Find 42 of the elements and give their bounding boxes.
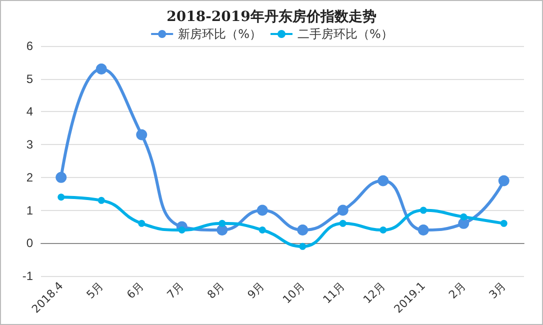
point: [500, 220, 508, 227]
y-tick-label: 2: [26, 170, 34, 184]
y-tick-label: 1: [26, 203, 34, 218]
x-tick-label: 8月: [204, 279, 227, 302]
point: [136, 129, 148, 140]
point: [98, 196, 105, 204]
point: [378, 175, 389, 186]
point: [178, 226, 186, 234]
x-tick-label: 2月: [446, 279, 468, 302]
point: [380, 226, 387, 234]
y-tick-label: 6: [26, 39, 34, 53]
y-tick-label: 4: [26, 104, 34, 119]
x-tick-label: 6月: [124, 279, 146, 302]
x-tick-label: 7月: [164, 279, 186, 302]
y-tick-label: 3: [26, 138, 34, 152]
point: [299, 242, 306, 250]
point: [297, 224, 308, 236]
point: [218, 220, 226, 227]
point: [58, 194, 65, 201]
legend-label: 新房环比（%）: [178, 27, 262, 41]
point: [339, 220, 346, 227]
point: [498, 175, 510, 186]
x-tick-label: 5月: [84, 279, 106, 302]
point: [418, 224, 429, 236]
point: [420, 206, 427, 214]
point: [256, 204, 268, 216]
y-tick-label: -1: [22, 269, 34, 283]
point: [337, 204, 348, 216]
point: [56, 172, 67, 183]
x-tick-label: 12月: [360, 279, 388, 306]
x-tick-label: 9月: [245, 279, 267, 302]
y-tick-label: 5: [26, 72, 34, 86]
point: [96, 64, 107, 74]
y-tick-label: 0: [26, 236, 34, 250]
point: [460, 213, 468, 220]
x-tick-label: 11月: [320, 279, 348, 306]
x-tick-label: 10月: [280, 279, 308, 306]
point: [138, 220, 146, 227]
chart-title: 2018-2019年丹东房价指数走势: [166, 8, 376, 25]
legend-label: 二手房环比（%）: [298, 27, 393, 41]
point: [258, 226, 266, 234]
x-tick-label: 3月: [486, 279, 508, 302]
